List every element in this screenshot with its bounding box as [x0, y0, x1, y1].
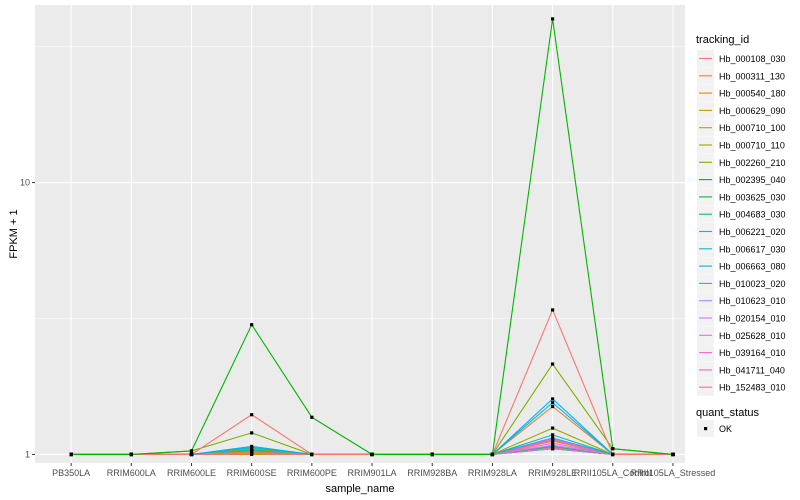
data-point	[550, 17, 555, 21]
legend-item: Hb_039164_010	[697, 344, 786, 362]
legend-label: Hb_000108_030	[719, 54, 786, 64]
shape-legend-title: quant_status	[696, 407, 759, 419]
legend-item: Hb_002395_040	[697, 171, 786, 189]
x-tick-label: RRIM600LA	[107, 468, 156, 478]
legend-item: Hb_000710_100	[697, 119, 786, 137]
legend-item: Hb_000108_030	[697, 50, 786, 67]
data-point	[129, 452, 133, 457]
shape-legend-item: OK	[697, 420, 732, 437]
legend-label: Hb_006663_080	[719, 262, 786, 272]
y-tick-label: 1	[25, 449, 30, 459]
legend-label: Hb_000311_130	[719, 71, 785, 81]
data-point	[550, 362, 555, 366]
legend-label: Hb_006221_020	[719, 227, 786, 237]
shape-legend-items: OK	[697, 420, 732, 437]
x-tick-label: RRIM901LA	[348, 468, 397, 478]
data-points	[69, 17, 675, 457]
x-tick-label: RRIM600PE	[287, 468, 337, 478]
legend-item: Hb_000540_180	[697, 84, 786, 102]
data-point	[310, 452, 314, 457]
data-point	[250, 431, 254, 435]
data-point	[671, 452, 675, 457]
data-point	[611, 452, 615, 457]
data-point	[189, 449, 194, 453]
legend-title: tracking_id	[696, 34, 749, 46]
data-point	[310, 415, 314, 419]
legend-items: Hb_000108_030 Hb_000311_130 Hb_000540_180 H…	[697, 50, 786, 396]
data-point	[611, 447, 615, 451]
data-point	[550, 433, 555, 437]
x-tick-label: RRIM928LA	[468, 468, 517, 478]
legend-item: Hb_020154_010	[697, 309, 786, 327]
legend-label: Hb_000540_180	[719, 89, 786, 99]
data-point	[550, 401, 555, 405]
x-tick-label: PB350LA	[52, 468, 90, 478]
legend-label: Hb_000629_090	[719, 106, 786, 116]
x-tick-label: RRIM600SE	[227, 468, 277, 478]
legend-item: Hb_152483_010	[697, 378, 786, 396]
axes: 1 10 PB350LA RRIM600LA RRIM600LE RRIM600SE RRI…	[20, 178, 715, 478]
legend-label: Hb_010023_020	[719, 279, 786, 289]
data-point	[250, 444, 254, 449]
y-tick-label: 10	[20, 178, 30, 188]
legend-item: Hb_000710_110	[697, 136, 785, 154]
legend-item: Hb_000311_130	[697, 67, 785, 85]
data-point	[250, 323, 254, 327]
legend-label: Hb_020154_010	[719, 314, 786, 324]
data-point	[550, 441, 555, 445]
legend-label: Hb_002395_040	[719, 175, 786, 185]
legend-label: Hb_006617_030	[719, 244, 786, 254]
legend-label: Hb_152483_010	[719, 383, 786, 393]
legend-item: Hb_010023_020	[697, 274, 786, 292]
legend-label: Hb_010623_010	[719, 296, 786, 306]
legend-item: Hb_002260_210	[697, 153, 786, 171]
data-point	[370, 452, 374, 457]
plot-panel	[35, 5, 685, 463]
data-point	[550, 308, 555, 312]
legend-item: Hb_010623_010	[697, 292, 786, 310]
legend-key-square	[704, 427, 708, 431]
data-point	[490, 452, 495, 457]
legend-item: Hb_004683_030	[697, 205, 786, 223]
x-tick-label: RRII105LA_Stressed	[631, 468, 716, 478]
legend-label: OK	[719, 424, 732, 434]
legend-item: Hb_003625_030	[697, 188, 786, 206]
legend-item: Hb_006663_080	[697, 257, 786, 275]
legend-item: Hb_006617_030	[697, 240, 786, 258]
legend-item: Hb_006221_020	[697, 223, 786, 240]
legend-label: Hb_000710_100	[719, 123, 786, 133]
data-point	[69, 452, 73, 457]
legend-label: Hb_003625_030	[719, 192, 786, 202]
data-point	[550, 426, 555, 430]
data-point	[550, 404, 555, 409]
data-point	[250, 451, 254, 455]
legend-label: Hb_025628_010	[719, 331, 786, 341]
legend-item: Hb_000629_090	[697, 101, 786, 119]
legend-item: Hb_025628_010	[697, 326, 786, 344]
data-point	[550, 443, 555, 447]
legend-label: Hb_039164_010	[719, 348, 786, 358]
y-axis-title: FPKM + 1	[8, 209, 20, 258]
legend-label: Hb_000710_110	[719, 141, 785, 151]
legend: tracking_id Hb_000108_030Hb_000311_130Hb…	[696, 34, 786, 437]
legend-label: Hb_002260_210	[719, 158, 786, 168]
x-tick-label: RRIM928BA	[407, 468, 457, 478]
data-point	[430, 452, 434, 457]
legend-label: Hb_041711_040	[719, 365, 785, 375]
data-point	[550, 445, 555, 450]
legend-item: Hb_041711_040	[697, 361, 785, 379]
data-point	[250, 413, 254, 417]
data-point	[550, 397, 555, 401]
x-tick-label: RRII105LA_Control	[574, 468, 652, 478]
data-point	[189, 452, 194, 457]
x-tick-label: RRIM928LE	[528, 468, 577, 478]
legend-label: Hb_004683_030	[719, 210, 786, 220]
x-tick-label: RRIM600LE	[167, 468, 216, 478]
data-point	[550, 437, 555, 441]
x-axis-title: sample_name	[325, 483, 394, 495]
